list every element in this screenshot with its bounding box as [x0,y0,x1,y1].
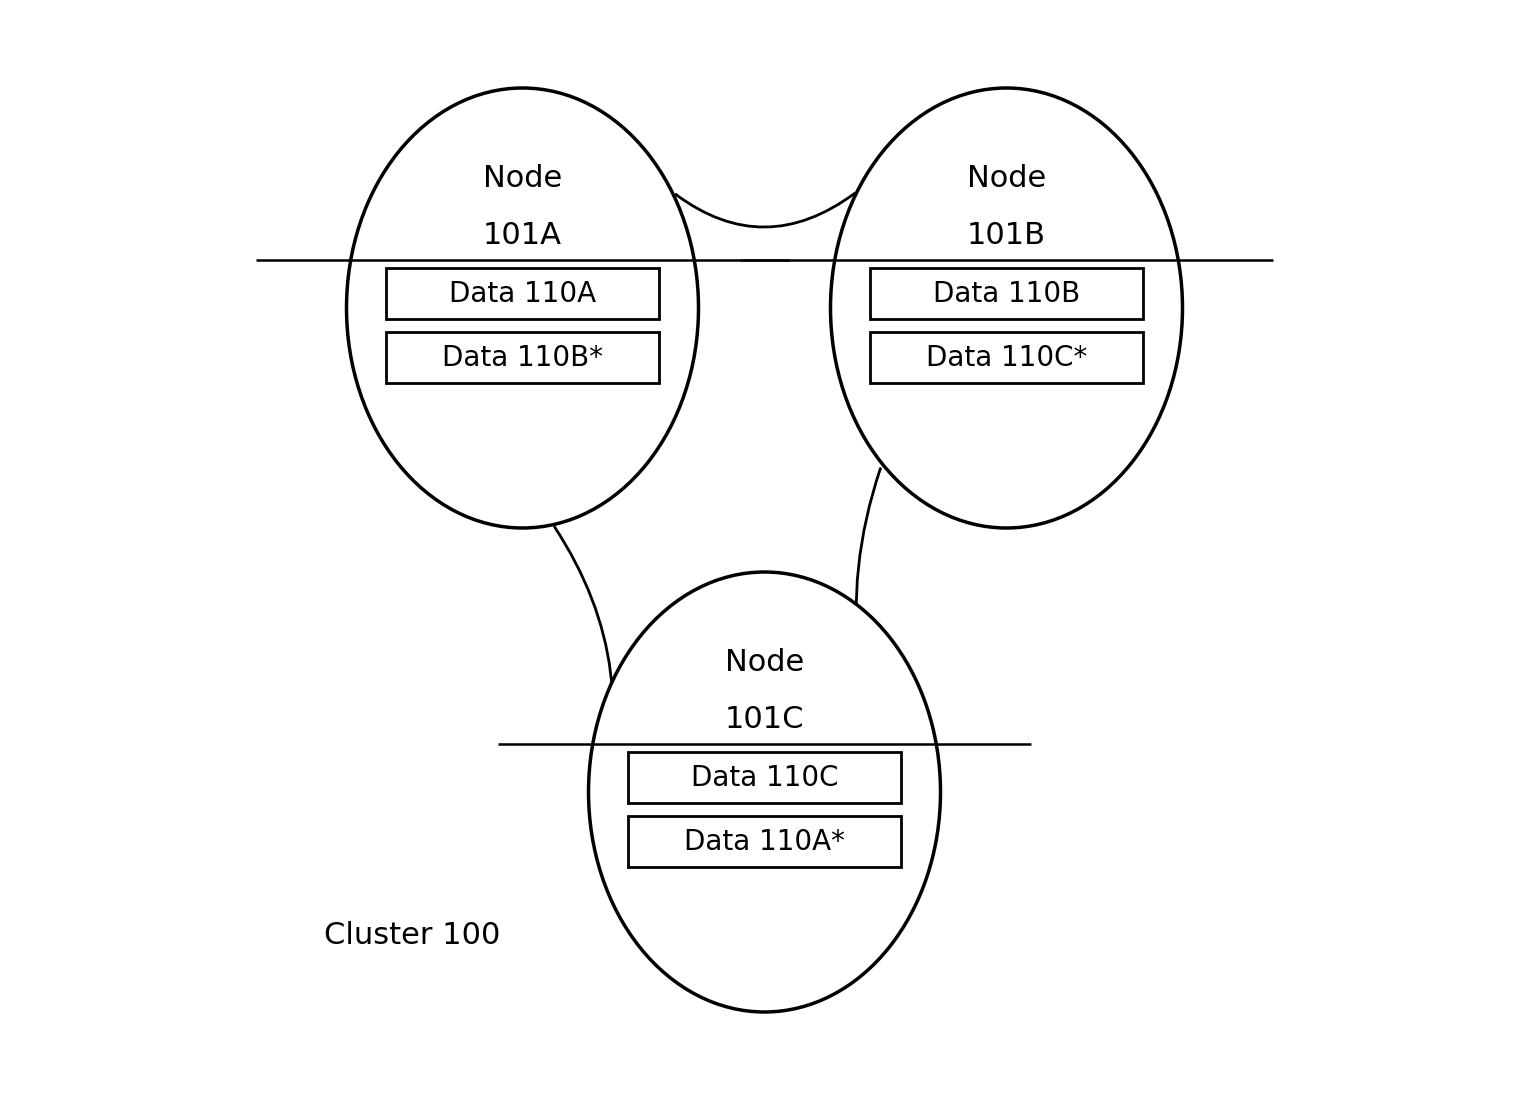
Text: Data 110C: Data 110C [691,763,838,792]
Ellipse shape [589,572,940,1012]
FancyBboxPatch shape [628,752,901,803]
Text: Data 110A*: Data 110A* [683,827,846,856]
FancyArrowPatch shape [856,469,933,847]
Text: Node: Node [966,164,1046,192]
Text: 101A: 101A [483,221,563,250]
Ellipse shape [347,88,699,528]
Text: Cluster 100: Cluster 100 [324,921,502,949]
Text: 101B: 101B [966,221,1046,250]
FancyBboxPatch shape [387,332,659,383]
FancyBboxPatch shape [628,816,901,867]
FancyBboxPatch shape [870,332,1142,383]
Text: Data 110B: Data 110B [933,279,1079,308]
Text: Data 110B*: Data 110B* [442,343,602,372]
FancyBboxPatch shape [387,268,659,319]
Text: Node: Node [725,648,804,676]
Text: Node: Node [483,164,563,192]
Ellipse shape [830,88,1182,528]
FancyBboxPatch shape [870,268,1142,319]
FancyArrowPatch shape [676,194,855,227]
FancyArrowPatch shape [555,527,613,825]
Text: Data 110A: Data 110A [450,279,596,308]
Text: Data 110C*: Data 110C* [927,343,1087,372]
Text: 101C: 101C [725,705,804,734]
